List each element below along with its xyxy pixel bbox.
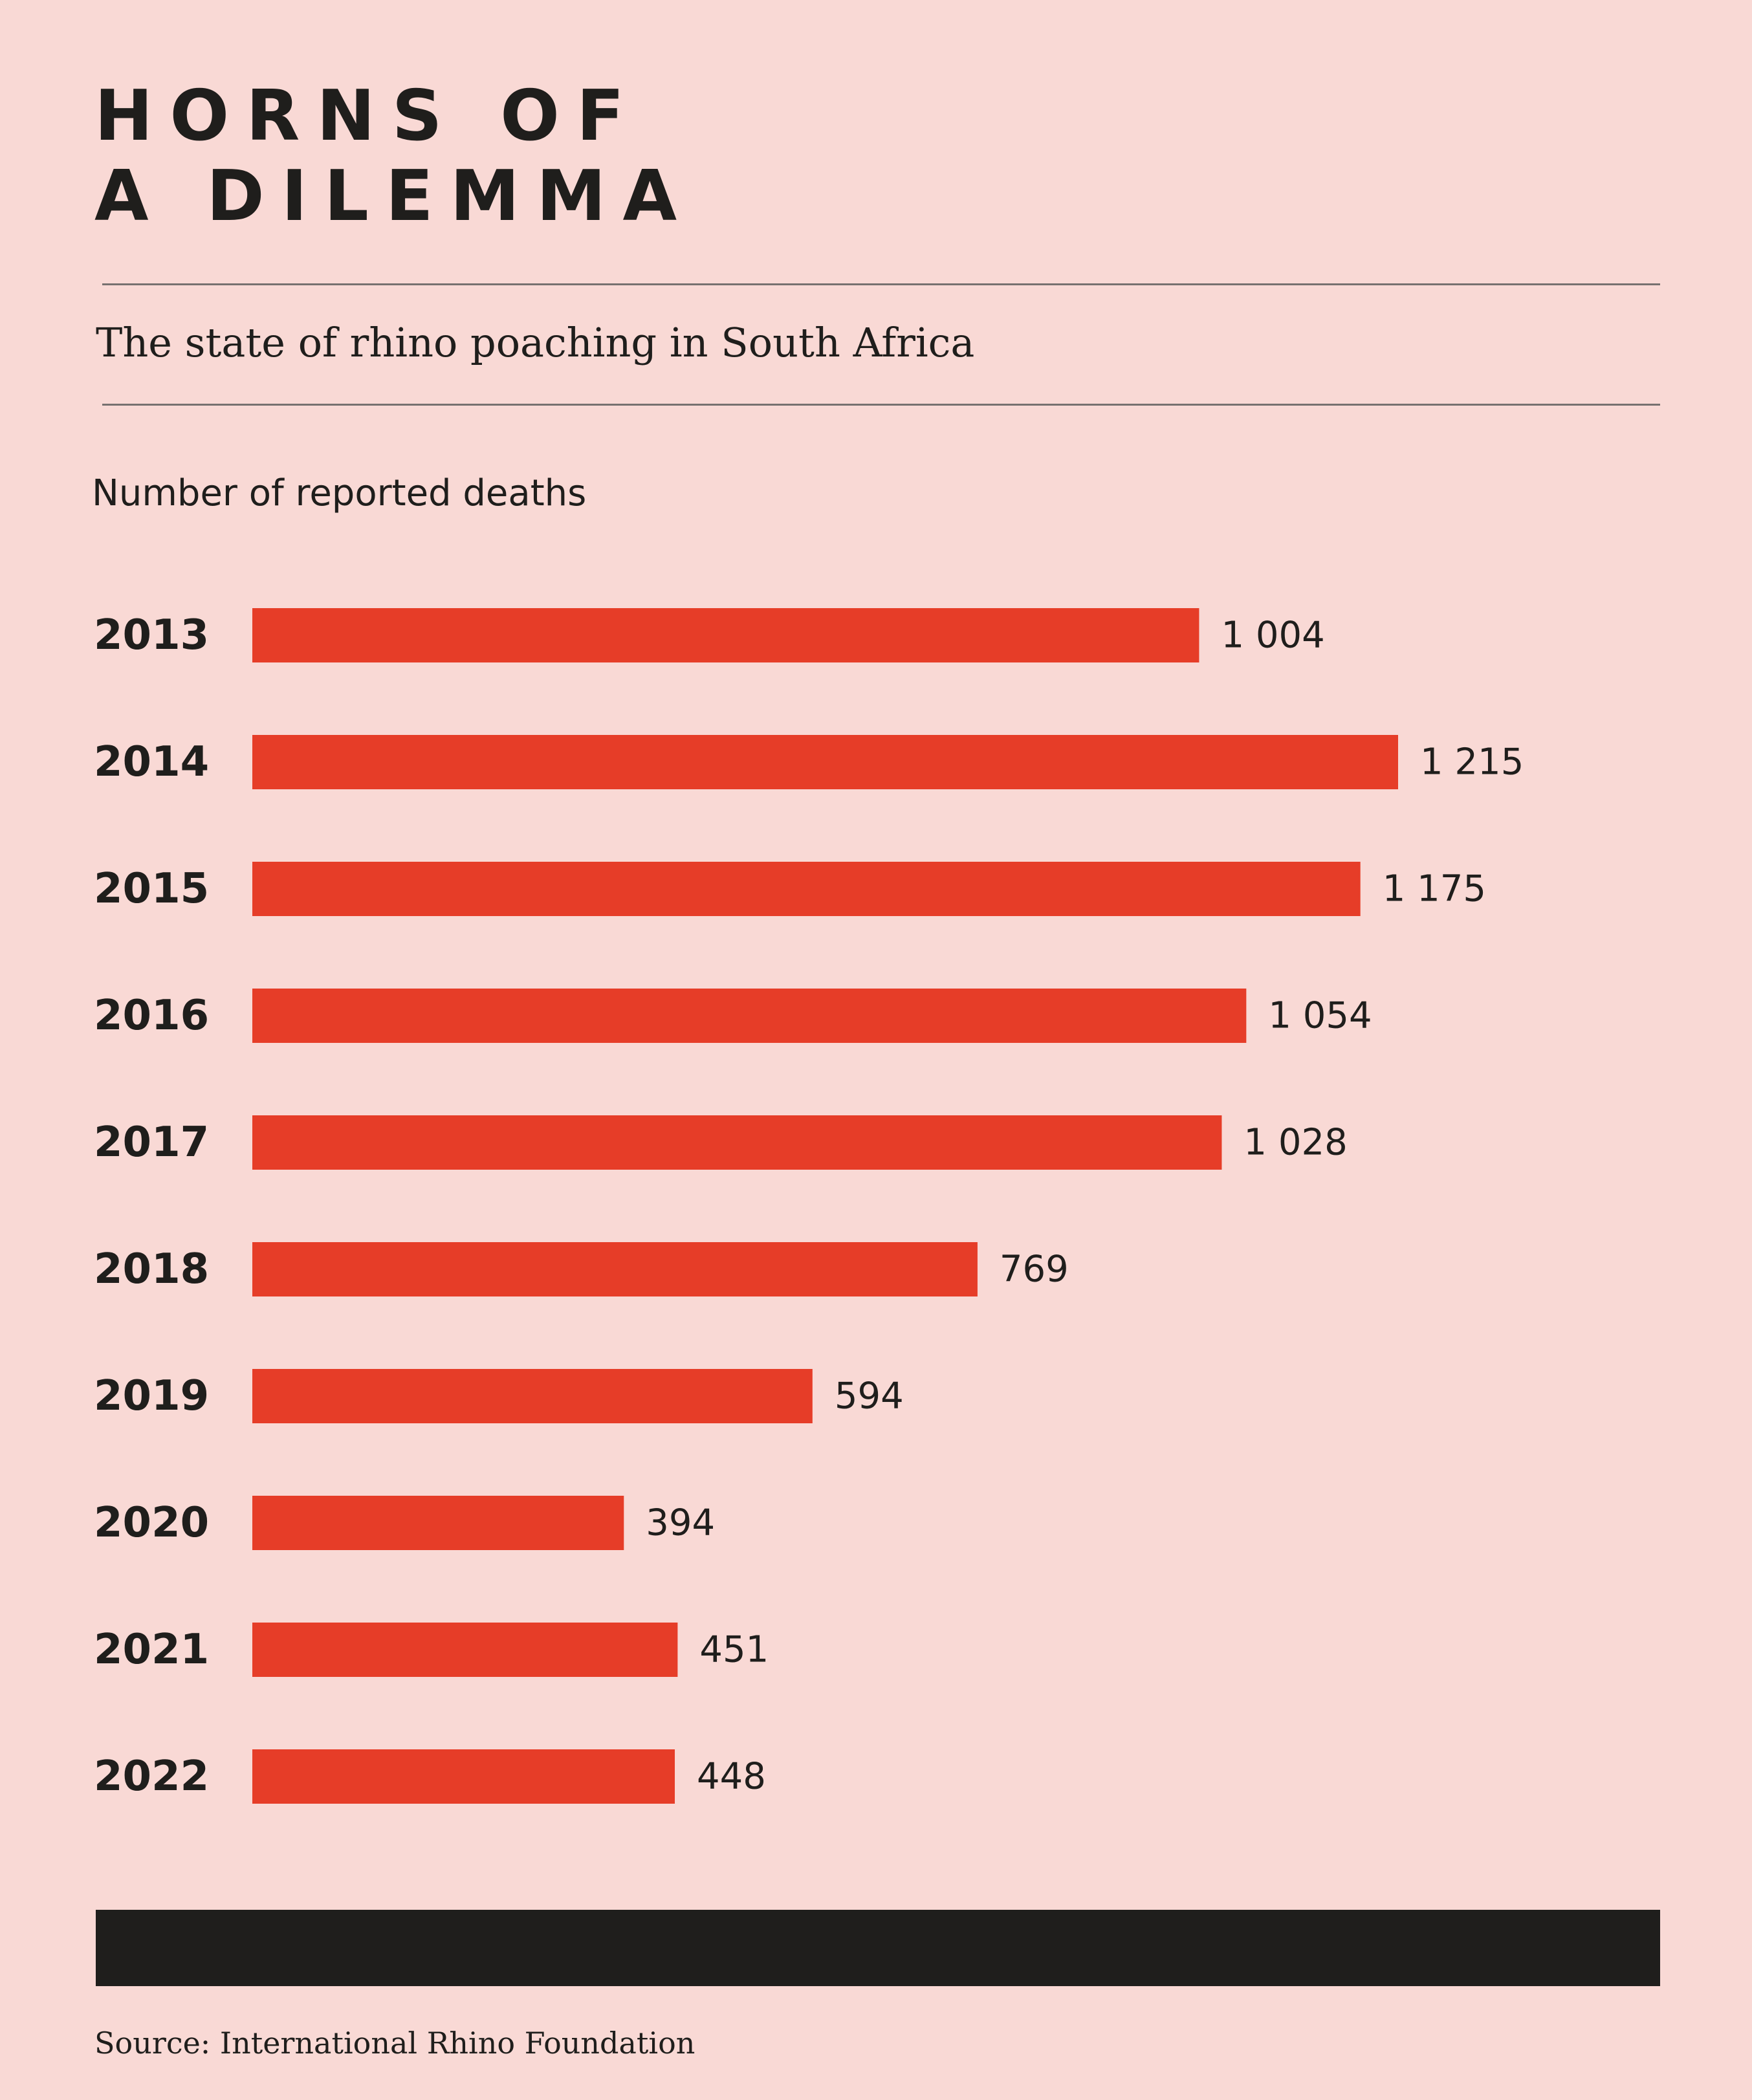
year-label-2022: 2022 (94, 1753, 209, 1800)
top-divider (102, 283, 1660, 285)
value-label-2021: 451 (699, 1629, 769, 1671)
value-label-2020: 394 (646, 1502, 715, 1544)
bottom-divider (102, 404, 1660, 406)
chart-subtitle: The state of rhino poaching in South Afr… (96, 319, 975, 366)
value-label-2014: 1 215 (1420, 741, 1524, 783)
value-label-2017: 1 028 (1243, 1122, 1347, 1164)
chart-title-line-2: A DILEMMA (94, 156, 694, 237)
year-label-2016: 2016 (94, 992, 209, 1040)
year-label-2020: 2020 (94, 1499, 209, 1547)
value-label-2019: 594 (835, 1375, 904, 1417)
measure-label: Number of reported deaths (92, 472, 587, 514)
bar-2021 (252, 1623, 678, 1677)
source-note: Source: International Rhino Foundation (94, 2026, 695, 2061)
year-label-2021: 2021 (94, 1626, 209, 1674)
bar-2019 (252, 1369, 813, 1423)
year-label-2019: 2019 (94, 1372, 209, 1420)
bar-2013 (252, 608, 1199, 662)
bar-2015 (252, 862, 1361, 916)
footer-band (96, 1910, 1660, 1986)
chart-title: HORNS OF A DILEMMA (94, 76, 694, 237)
year-label-2014: 2014 (94, 738, 209, 786)
year-label-2017: 2017 (94, 1119, 209, 1166)
value-label-2015: 1 175 (1383, 868, 1486, 910)
year-label-2015: 2015 (94, 865, 209, 913)
value-label-2013: 1 004 (1221, 615, 1324, 657)
bar-2020 (252, 1496, 624, 1550)
bar-2016 (252, 989, 1247, 1043)
value-label-2018: 769 (1000, 1249, 1069, 1291)
bar-2022 (252, 1749, 675, 1804)
chart-title-line-1: HORNS OF (94, 76, 641, 157)
year-label-2013: 2013 (94, 611, 209, 659)
value-label-2016: 1 054 (1268, 995, 1372, 1037)
bar-2014 (252, 735, 1398, 789)
value-label-2022: 448 (697, 1756, 766, 1798)
bar-2017 (252, 1115, 1222, 1170)
year-label-2018: 2018 (94, 1245, 209, 1293)
bar-2018 (252, 1242, 978, 1296)
